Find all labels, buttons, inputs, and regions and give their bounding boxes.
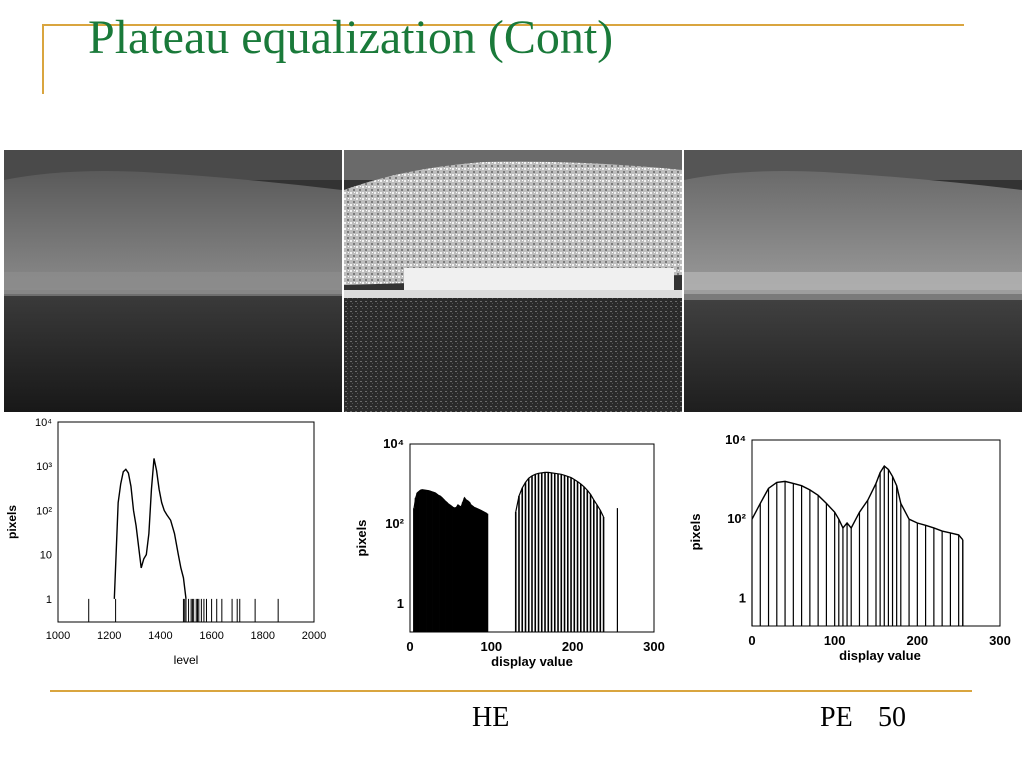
page-number: 50 bbox=[878, 702, 906, 733]
x-tick-label: 200 bbox=[906, 633, 928, 648]
y-tick-label: 10⁴ bbox=[35, 417, 52, 429]
histogram-original: 1000 1200 1400 1600 1800 2000 1 10 10² 10³ 10⁴ le… bbox=[5, 417, 326, 667]
y-tick-label: 10² bbox=[385, 516, 404, 531]
y-tick-label: 10 bbox=[40, 550, 52, 562]
bar-envelope bbox=[413, 489, 488, 515]
y-tick-label: 1 bbox=[397, 596, 404, 611]
x-tick-labels: 0 100 200 300 bbox=[748, 633, 1010, 648]
x-tick-label: 100 bbox=[824, 633, 846, 648]
top-accent-line bbox=[42, 24, 964, 26]
y-axis-label: pixels bbox=[688, 514, 703, 551]
x-tick-label: 1600 bbox=[199, 630, 223, 642]
slide-title: Plateau equalization (Cont) bbox=[88, 11, 614, 64]
histogram-he: 0 100 200 300 1 10² 10⁴ display value pixels bbox=[354, 436, 665, 669]
histogram-pe: 0 100 200 300 1 10² 10⁴ display value pixels bbox=[688, 432, 1011, 663]
x-axis-label: display value bbox=[839, 648, 921, 663]
y-tick-label: 1 bbox=[739, 590, 746, 605]
data-marks bbox=[751, 464, 964, 626]
x-tick-label: 0 bbox=[748, 633, 755, 648]
left-accent-line bbox=[42, 24, 44, 94]
x-tick-label: 200 bbox=[562, 639, 584, 654]
x-tick-label: 1800 bbox=[251, 630, 275, 642]
pe-image bbox=[684, 150, 1022, 412]
y-tick-labels: 1 10 10² 10³ 10⁴ bbox=[35, 417, 52, 606]
y-tick-label: 10² bbox=[727, 511, 746, 526]
x-tick-label: 300 bbox=[989, 633, 1011, 648]
x-tick-label: 1000 bbox=[46, 630, 70, 642]
x-tick-label: 1400 bbox=[148, 630, 172, 642]
plot-frame bbox=[57, 421, 315, 623]
y-tick-label: 10² bbox=[36, 505, 52, 517]
y-tick-label: 10³ bbox=[36, 461, 52, 473]
bar-envelope bbox=[751, 464, 964, 541]
x-tick-label: 2000 bbox=[302, 630, 326, 642]
y-axis-label: pixels bbox=[354, 520, 369, 557]
y-tick-label: 10⁴ bbox=[725, 432, 746, 447]
caption-he: HE bbox=[472, 702, 510, 733]
original-image bbox=[4, 150, 342, 412]
y-tick-label: 10⁴ bbox=[383, 436, 404, 451]
x-tick-label: 300 bbox=[643, 639, 665, 654]
y-tick-labels: 1 10² 10⁴ bbox=[725, 432, 747, 605]
bottom-accent-line bbox=[50, 690, 972, 692]
x-axis-label: level bbox=[174, 653, 199, 667]
caption-pe: PE bbox=[820, 702, 853, 733]
x-tick-labels: 0 100 200 300 bbox=[406, 639, 664, 654]
x-tick-label: 1200 bbox=[97, 630, 121, 642]
x-tick-label: 100 bbox=[480, 639, 502, 654]
y-axis-label: pixels bbox=[5, 505, 19, 539]
y-tick-labels: 1 10² 10⁴ bbox=[383, 436, 405, 611]
data-marks bbox=[413, 471, 618, 632]
data-marks bbox=[88, 458, 279, 622]
he-image bbox=[344, 150, 682, 412]
x-axis-label: display value bbox=[491, 654, 573, 669]
bar-envelope bbox=[515, 471, 605, 518]
y-tick-label: 1 bbox=[46, 594, 52, 606]
series-line bbox=[113, 458, 187, 599]
x-tick-label: 0 bbox=[406, 639, 413, 654]
x-tick-labels: 1000 1200 1400 1600 1800 2000 bbox=[46, 630, 326, 642]
